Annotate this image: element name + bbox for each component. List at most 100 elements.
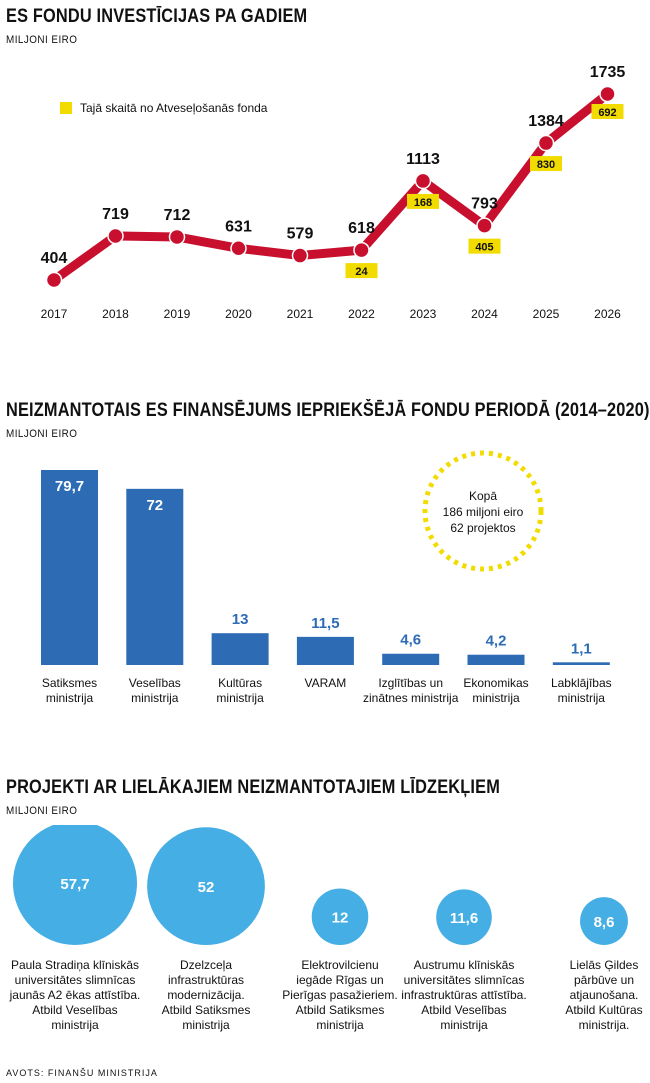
recovery-fund-box: [530, 156, 562, 172]
line-value-label: 618: [348, 220, 375, 237]
line-chart-subtitle: MILJONI EIRO: [6, 34, 78, 46]
line-value-label: 1113: [406, 151, 440, 168]
bar: [296, 636, 354, 665]
line-value-label: 793: [471, 196, 498, 213]
bubble: [436, 889, 492, 945]
bubble-description: ministrija: [316, 1018, 364, 1032]
bar-chart: 79,7Satiksmesministrija72Veselībasminist…: [41, 450, 612, 705]
x-tick-label: 2018: [102, 307, 129, 321]
recovery-fund-box: [345, 263, 378, 279]
bubble: [580, 897, 628, 945]
bubble-value-label: 52: [198, 879, 215, 896]
line-value-label: 631: [225, 218, 252, 235]
line-chart: Tajā skaitā no Atveseļošanās fonda 404 201…: [41, 64, 626, 321]
bubble: [13, 825, 137, 945]
bubble-description: iegāde Rīgas un: [296, 973, 383, 987]
bubble-description: Pierīgas pasažieriem.: [282, 988, 397, 1002]
line-point: [476, 217, 493, 234]
bar: [467, 654, 525, 665]
total-annotation-text: 62 projektos: [450, 521, 515, 535]
bar-category-label: Kultūras: [218, 676, 262, 690]
line-point: [537, 134, 555, 152]
line-point: [291, 247, 309, 264]
bar-category-label: VARAM: [305, 676, 347, 690]
line-point: [230, 240, 247, 257]
line-point: [353, 241, 370, 259]
total-annotation-circle: [422, 450, 544, 572]
bar-chart-subtitle: MILJONI EIRO: [6, 428, 78, 440]
recovery-fund-box: [468, 238, 501, 254]
bubble-description: ministrija.: [579, 1018, 630, 1032]
bubble-description: ministrija: [182, 1018, 230, 1032]
bar-value-label: 13: [232, 611, 249, 628]
recovery-fund-label: 24: [355, 266, 368, 278]
total-annotation-text: 186 miljoni eiro: [443, 505, 524, 519]
recovery-fund-box: [591, 104, 624, 119]
bubble-chart-subtitle: MILJONI EIRO: [6, 805, 78, 817]
bubble-description: Austrumu klīniskās: [414, 958, 515, 972]
recovery-fund-label: 168: [414, 197, 432, 209]
bar-chart-title: NEIZMANTOTAIS ES FINANSĒJUMS IEPRIEKŠĒJĀ…: [6, 400, 650, 421]
line-value-label: 404: [41, 250, 68, 267]
source-note: AVOTS: FINANŠU MINISTRIJA: [6, 1068, 158, 1078]
bubble-description: Atbild Veselības: [32, 1003, 117, 1017]
bar-category-label: ministrija: [216, 691, 264, 705]
bubble-chart-title: PROJEKTI AR LIELĀKAJIEM NEIZMANTOTAJIEM …: [6, 777, 500, 798]
bar-category-label: Labklājības: [551, 676, 612, 690]
recovery-fund-box: [407, 193, 439, 209]
bar-category-label: zinātnes ministrija: [363, 691, 459, 705]
bar-value-label: 72: [146, 497, 163, 514]
recovery-fund-label: 830: [537, 159, 555, 171]
bar: [211, 633, 269, 665]
bubble-description: universitātes slimnīcas: [404, 973, 525, 987]
bar-category-label: Satiksmes: [42, 676, 97, 690]
bubble-description: jaunās A2 ēkas attīstība.: [9, 988, 141, 1002]
bar-value-label: 79,7: [55, 478, 84, 495]
line-point: [168, 228, 186, 246]
bubble-description: Atbild Satiksmes: [296, 1003, 385, 1017]
bubble: [311, 888, 369, 945]
line-value-label: 1735: [590, 64, 626, 81]
bubble-value-label: 12: [332, 910, 349, 927]
recovery-fund-label: 692: [598, 107, 616, 119]
bar: [552, 662, 610, 665]
bar-category-label: ministrija: [46, 691, 94, 705]
line-value-label: 719: [102, 206, 129, 223]
x-tick-label: 2026: [594, 307, 621, 321]
bubble-description: Atbild Satiksmes: [162, 1003, 251, 1017]
bar: [41, 470, 98, 665]
line-point: [599, 85, 616, 103]
bubble-chart: 57,7 Paula Stradiņa klīniskās universitāte…: [9, 825, 643, 1032]
legend-swatch: [60, 102, 72, 114]
line-value-label: 712: [164, 207, 191, 224]
x-tick-label: 2025: [533, 307, 560, 321]
total-annotation-text: Kopā: [469, 489, 497, 503]
bubble-description: Paula Stradiņa klīniskās: [11, 958, 139, 972]
bar-category-label: Veselības: [129, 676, 181, 690]
bubble-description: modernizācija.: [167, 988, 244, 1002]
recovery-fund-label: 405: [475, 242, 493, 254]
line-point: [414, 172, 432, 190]
line-series: [49, 89, 612, 285]
bubble-description: atjaunošana.: [570, 988, 639, 1002]
line-chart-title: ES FONDU INVESTĪCIJAS PA GADIEM: [6, 6, 308, 27]
bubble-description: Elektrovilcienu: [301, 958, 378, 972]
x-tick-label: 2023: [410, 307, 437, 321]
x-tick-label: 2019: [164, 307, 191, 321]
line-point: [45, 271, 63, 289]
x-tick-label: 2020: [225, 307, 252, 321]
bubble-description: ministrija: [51, 1018, 99, 1032]
bubble: [147, 827, 265, 945]
bubble-description: infrastruktūras attīstība.: [401, 988, 526, 1002]
line-value-label: 579: [287, 226, 314, 243]
bubble-value-label: 11,6: [450, 910, 478, 927]
bar-category-label: ministrija: [131, 691, 179, 705]
bar-category-label: Ekonomikas: [463, 676, 528, 690]
line-value-label: 1384: [528, 113, 564, 130]
bubble-value-label: 57,7: [60, 876, 89, 893]
legend-label: Tajā skaitā no Atveseļošanās fonda: [80, 101, 268, 115]
bar-value-label: 4,2: [486, 633, 507, 650]
bubble-description: Atbild Veselības: [421, 1003, 506, 1017]
bubble-description: Dzelzceļa: [180, 958, 232, 972]
bubble-description: Lielās Ģildes: [570, 958, 639, 972]
